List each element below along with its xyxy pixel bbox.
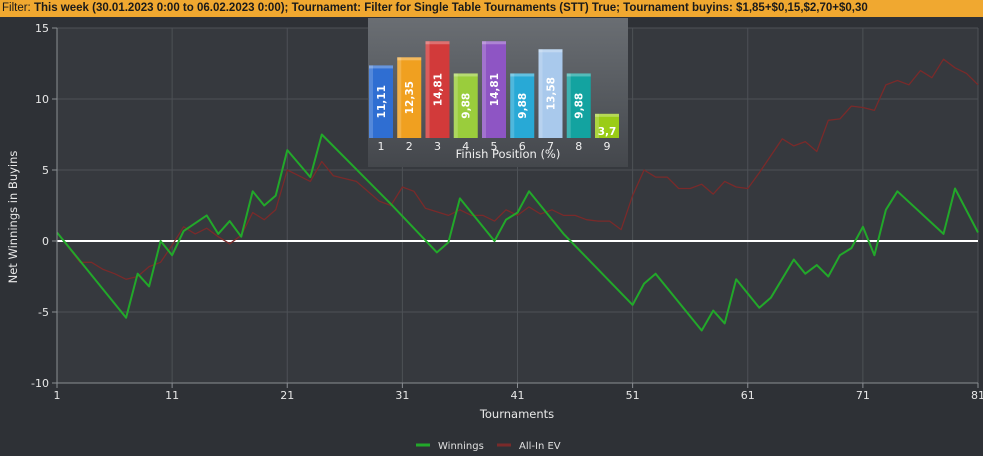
bar-value-label: 14,81 [489, 73, 501, 106]
x-tick-label: 71 [856, 389, 870, 402]
bar-top-bevel [453, 73, 478, 77]
inset-category-label: 7 [547, 140, 554, 153]
bar-value-label: 9,88 [517, 93, 529, 119]
finish-position-bar [595, 113, 619, 138]
x-tick-labels: 1 11 21 31 41 51 61 71 81 [54, 389, 983, 402]
bar-top-bevel [538, 49, 563, 53]
bar-top-bevel [566, 73, 591, 77]
bar-value-label: 14,81 [433, 73, 445, 106]
bar-top-bevel [425, 41, 450, 45]
bar-top-bevel [510, 73, 535, 77]
finish-position-bar [538, 49, 563, 139]
y-tick-label: 0 [42, 235, 49, 248]
y-tick-label: 10 [35, 93, 49, 106]
bar-highlight [425, 41, 430, 138]
finish-position-bar [566, 73, 591, 138]
legend-label: Winnings [438, 441, 484, 452]
y-tick-label: 5 [42, 164, 49, 177]
inset-category-label: 6 [519, 140, 526, 153]
finish-position-bar [453, 73, 478, 138]
bar-value-label: 11,11 [376, 85, 388, 118]
bar-highlight [566, 73, 571, 138]
winnings-line [56, 133, 979, 332]
x-tick-label: 11 [165, 389, 179, 402]
x-tick-label: 21 [280, 389, 294, 402]
filter-bar: Filter: This week (30.01.2023 0:00 to 06… [0, 0, 983, 17]
legend: Winnings All-In EV [416, 441, 561, 452]
x-tick-label: 51 [626, 389, 640, 402]
bar-highlight [397, 57, 402, 138]
inset-category-label: 5 [491, 140, 498, 153]
filter-label: Filter: [2, 2, 31, 14]
inset-title: Finish Position (%) [456, 147, 561, 161]
bar-highlight [538, 49, 543, 139]
bar-value-label: 9,88 [461, 93, 473, 119]
y-tick-label: -10 [31, 377, 49, 390]
inset-category-label: 9 [604, 140, 611, 153]
x-tick-label: 81 [971, 389, 983, 402]
finish-position-inset: 11,11 12,35 14,81 9,88 14,81 9,88 13,58 9,88 3,7… [368, 18, 628, 167]
inset-category-label: 2 [406, 140, 413, 153]
axes [52, 27, 979, 388]
y-tick-label: 15 [35, 22, 49, 35]
bar-top-bevel [595, 113, 619, 117]
bar-top-bevel [397, 57, 422, 61]
bar-top-bevel [482, 41, 506, 45]
inset-category-label: 8 [575, 140, 582, 153]
series-layer [56, 58, 979, 332]
inset-category-label: 3 [434, 140, 441, 153]
x-tick-label: 1 [54, 389, 61, 402]
bar-value-label: 12,35 [404, 81, 416, 114]
bar-highlight [369, 65, 373, 138]
finish-position-bar [397, 57, 422, 138]
bar-highlight [482, 41, 486, 138]
legend-label: All-In EV [519, 441, 561, 452]
bar-value-label: 3,7 [598, 126, 617, 138]
bar-highlight [453, 73, 458, 138]
x-tick-label: 31 [395, 389, 409, 402]
bar-highlight [595, 113, 599, 138]
y-tick-label: -5 [38, 306, 49, 319]
bar-top-bevel [369, 65, 393, 69]
finish-position-bar [510, 73, 535, 138]
y-axis-title: Net Winnings in Buyins [6, 151, 20, 284]
finish-position-bar [482, 41, 506, 138]
all-in-ev-line [56, 58, 979, 280]
x-axis-title: Tournaments [479, 407, 554, 421]
finish-position-bar [369, 65, 393, 138]
x-tick-label: 41 [511, 389, 525, 402]
bar-highlight [510, 73, 515, 138]
bar-value-label: 13,58 [546, 77, 558, 110]
filter-text: This week (30.01.2023 0:00 to 06.02.2023… [33, 2, 868, 14]
y-tick-labels: 15 10 5 0 -5 -10 [31, 22, 49, 390]
inset-category-label: 4 [462, 140, 469, 153]
finish-position-bar [425, 41, 450, 138]
x-tick-label: 61 [741, 389, 755, 402]
inset-category-label: 1 [378, 140, 385, 153]
bar-value-label: 9,88 [574, 93, 586, 119]
